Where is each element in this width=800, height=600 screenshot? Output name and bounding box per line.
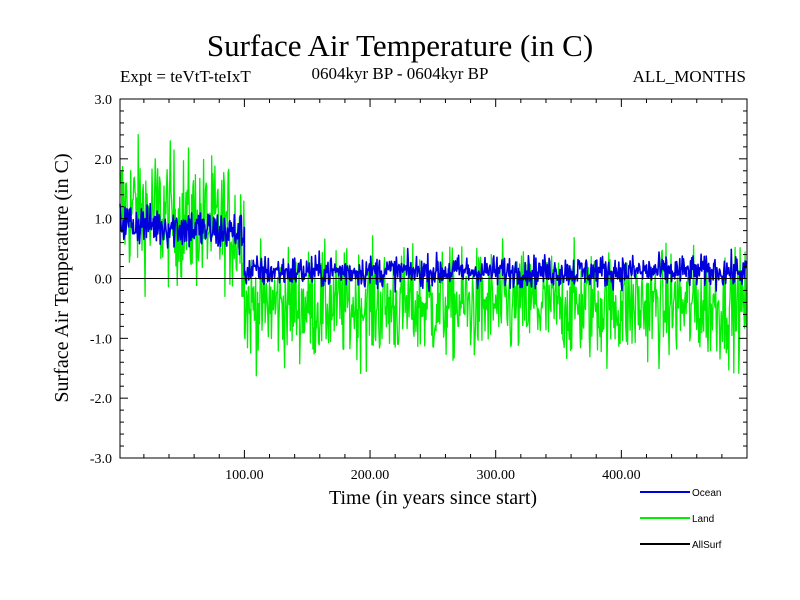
y-tick-label: 1.0 [95,213,113,228]
y-tick-label: 0.0 [95,273,113,288]
y-tick-label: -3.0 [90,452,112,467]
y-tick-label: -2.0 [90,392,112,407]
legend-label-land: Land [692,514,714,525]
y-tick-label: -1.0 [90,332,112,347]
chart-subtitle-experiment: Expt = teVtT-teIxT [120,67,251,86]
chart-subtitle-period: 0604kyr BP - 0604kyr BP [311,64,489,83]
x-tick-label: 200.00 [351,468,390,483]
y-axis-title: Surface Air Temperature (in C) [51,153,73,402]
series-line-land [119,133,748,377]
x-axis-title: Time (in years since start) [329,487,537,509]
chart-subtitle-months: ALL_MONTHS [632,67,746,86]
x-tick-label: 100.00 [225,468,264,483]
legend-label-allsurf: AllSurf [692,540,722,551]
series-layer [119,133,748,377]
x-tick-label: 400.00 [602,468,641,483]
legend-label-ocean: Ocean [692,488,721,499]
series-line-ocean [119,202,748,293]
axes-layer: -3.0 -2.0 -1.0 0.0 1.0 2.0 3.0 100.00 200.00 300.… [90,93,748,483]
chart-title: Surface Air Temperature (in C) [206,28,594,63]
x-tick-label: 300.00 [476,468,515,483]
legend: Ocean Land AllSurf [640,488,722,551]
y-tick-label: 2.0 [95,153,113,168]
y-tick-label: 3.0 [95,93,113,108]
